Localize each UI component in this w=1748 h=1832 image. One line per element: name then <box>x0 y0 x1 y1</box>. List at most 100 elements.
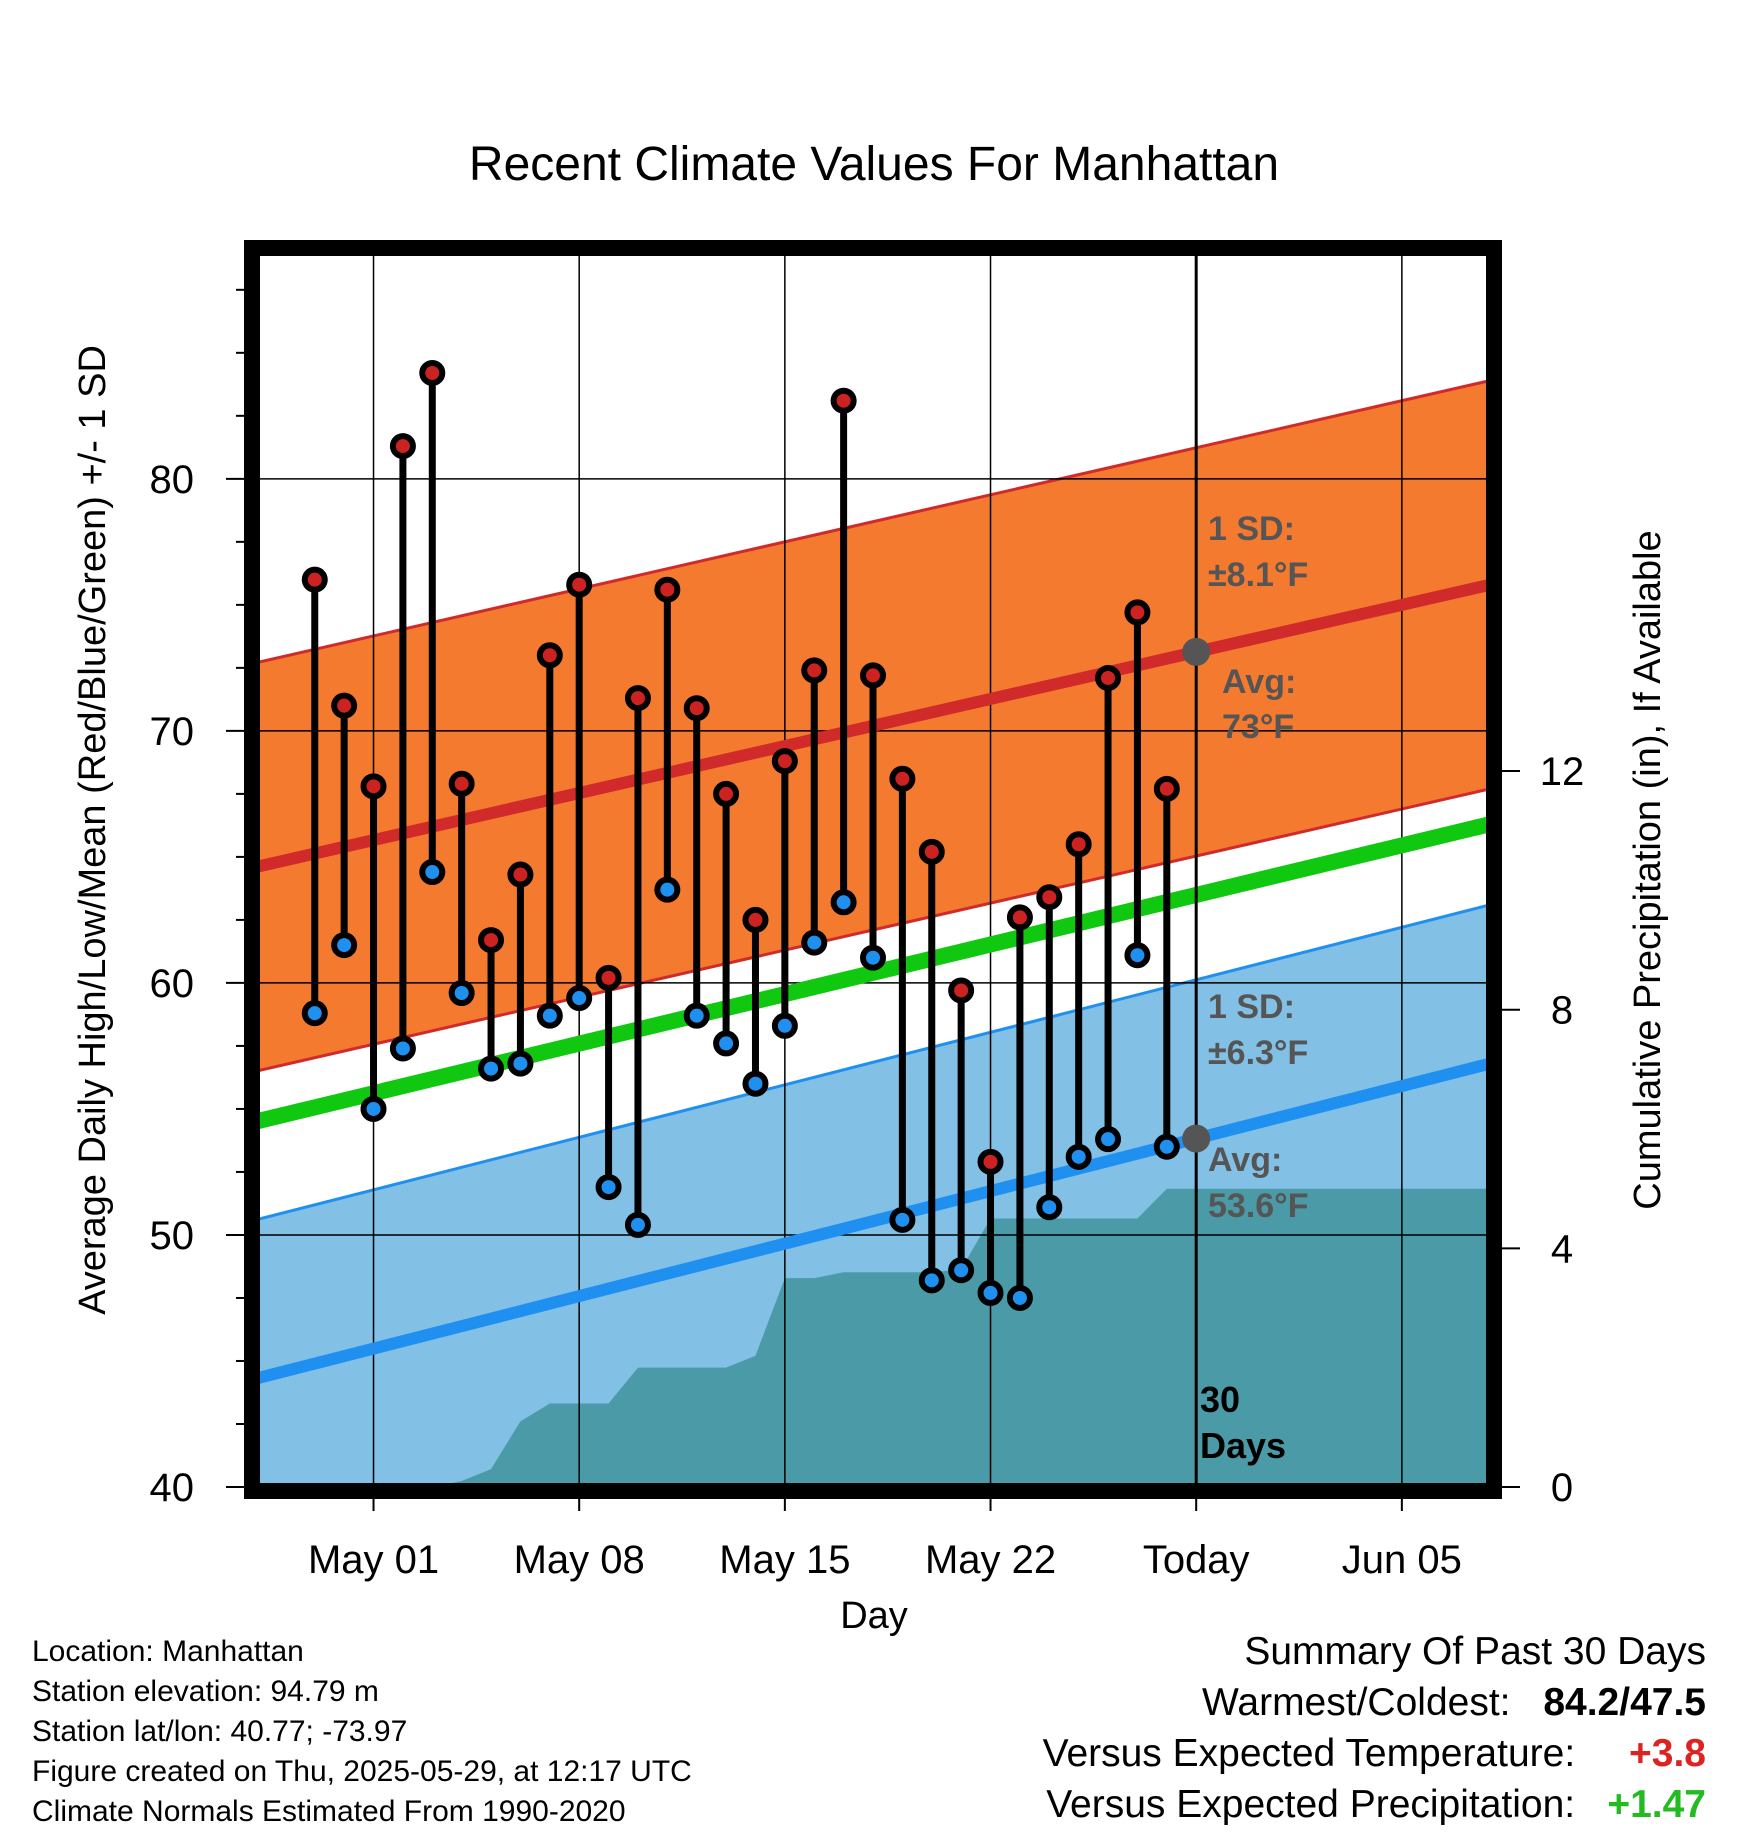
today-low-marker <box>1182 1124 1211 1153</box>
y2-tick-label: 0 <box>1551 1466 1573 1510</box>
high-point <box>507 861 534 888</box>
normals-text: Climate Normals Estimated From 1990-2020 <box>32 1795 626 1828</box>
precip-anomaly-value: +1.47 <box>1607 1783 1706 1826</box>
x-axis-label: Day <box>840 1595 908 1637</box>
y-tick-label: 60 <box>150 962 195 1006</box>
low-avg-label: Avg: <box>1208 1141 1282 1179</box>
plot-frame <box>244 240 1502 1499</box>
high-point <box>360 773 387 800</box>
temp-anomaly-value: +3.8 <box>1629 1732 1706 1775</box>
low-point <box>360 1095 387 1122</box>
high-point <box>536 642 563 669</box>
low-point <box>977 1279 1004 1306</box>
low-point <box>536 1002 563 1029</box>
high-sd-label: 1 SD: <box>1208 510 1295 548</box>
low-point <box>1036 1194 1063 1221</box>
location-text: Location: Manhattan <box>32 1635 304 1668</box>
low-point <box>830 889 857 916</box>
low-point <box>889 1206 916 1233</box>
low-point <box>419 859 446 886</box>
high-point <box>1036 884 1063 911</box>
high-point <box>624 685 651 712</box>
y2-tick-label: 4 <box>1551 1227 1573 1271</box>
low-point <box>860 944 886 971</box>
high-point <box>331 692 358 719</box>
low-point <box>801 929 828 956</box>
high-point <box>566 571 593 598</box>
low-point <box>948 1257 975 1284</box>
low-point <box>918 1267 945 1294</box>
summary-panel: Summary Of Past 30 Days Warmest/Coldest:… <box>1043 1626 1706 1830</box>
low-sd-value: ±6.3°F <box>1208 1034 1308 1072</box>
created-text: Figure created on Thu, 2025-05-29, at 12… <box>32 1755 692 1788</box>
precip-anomaly-label: Versus Expected Precipitation: <box>1046 1783 1576 1826</box>
x-tick-label: May 15 <box>719 1538 850 1582</box>
x-tick-label: Today <box>1143 1538 1250 1582</box>
chart-title: Recent Climate Values For Manhattan <box>469 138 1279 191</box>
high-point <box>948 977 975 1004</box>
low-point <box>1065 1143 1092 1170</box>
high-point <box>448 770 475 797</box>
latlon-text: Station lat/lon: 40.77; -73.97 <box>32 1715 408 1748</box>
today-high-marker <box>1182 637 1211 666</box>
days-word-label: Days <box>1200 1425 1286 1466</box>
precip-anomaly-row: Versus Expected Precipitation: +1.47 <box>1043 1779 1706 1830</box>
x-tick-label: May 08 <box>514 1538 645 1582</box>
elevation-text: Station elevation: 94.79 m <box>32 1675 379 1708</box>
high-point <box>801 657 828 684</box>
low-sd-label: 1 SD: <box>1208 988 1295 1026</box>
y-tick-label: 70 <box>150 710 195 754</box>
low-point <box>507 1050 534 1077</box>
low-point <box>566 985 593 1012</box>
high-sd-value: ±8.1°F <box>1208 556 1308 594</box>
low-sd-band-upper-edge <box>256 903 1490 1222</box>
y2-axis-label: Cumulative Precipitation (in), If Availa… <box>1627 530 1669 1209</box>
normal-mean-line <box>256 816 1490 1130</box>
plot-content: 1 SD: ±8.1°F Avg: 73°F 1 SD: ±6.3°F Avg: 53.6°F… <box>256 252 1490 1487</box>
high-point <box>1095 664 1122 691</box>
high-point <box>1153 775 1180 802</box>
high-sd-band-upper-edge <box>256 379 1490 665</box>
normal-low-line <box>256 1057 1490 1385</box>
high-point <box>595 964 622 991</box>
high-point <box>683 695 710 722</box>
low-point <box>683 1002 710 1029</box>
high-point <box>860 662 886 689</box>
y-tick-label: 80 <box>150 458 195 502</box>
y-tick-label: 40 <box>150 1466 195 1510</box>
high-point <box>654 576 681 603</box>
high-point <box>918 838 945 865</box>
low-point <box>389 1035 416 1062</box>
high-point <box>830 387 857 414</box>
high-point <box>1065 831 1092 858</box>
low-point <box>713 1030 740 1057</box>
y2-tick-label: 8 <box>1551 989 1573 1033</box>
x-tick-label: Jun 05 <box>1342 1538 1462 1582</box>
axes: 40 50 60 70 80 0 4 8 12 May 01 May 08 May 15 May 22 T… <box>150 240 1584 1582</box>
y-tick-label: 50 <box>150 1214 195 1258</box>
station-info: Location: Manhattan Station elevation: 9… <box>32 1632 692 1832</box>
high-point <box>301 566 328 593</box>
x-tick-label: May 22 <box>925 1538 1056 1582</box>
warmest-coldest-row: Warmest/Coldest: 84.2/47.5 <box>1043 1677 1706 1728</box>
temp-anomaly-label: Versus Expected Temperature: <box>1042 1732 1576 1775</box>
low-point <box>1124 942 1151 969</box>
high-avg-value: 73°F <box>1222 708 1294 746</box>
low-point <box>1095 1126 1122 1153</box>
low-point <box>654 876 681 903</box>
high-point <box>889 765 916 792</box>
low-point <box>301 1000 328 1027</box>
temp-anomaly-row: Versus Expected Temperature: +3.8 <box>1043 1728 1706 1779</box>
low-point <box>1153 1133 1180 1160</box>
low-point <box>595 1174 622 1201</box>
precip-area <box>256 1188 1490 1487</box>
low-point <box>331 932 358 959</box>
high-point <box>977 1148 1004 1175</box>
y-axis-label: Average Daily High/Low/Mean (Red/Blue/Gr… <box>72 345 114 1315</box>
warmest-coldest-label: Warmest/Coldest: <box>1202 1681 1511 1724</box>
low-point <box>771 1012 798 1039</box>
low-point <box>478 1055 505 1082</box>
low-point <box>624 1211 651 1238</box>
high-avg-label: Avg: <box>1222 663 1296 701</box>
